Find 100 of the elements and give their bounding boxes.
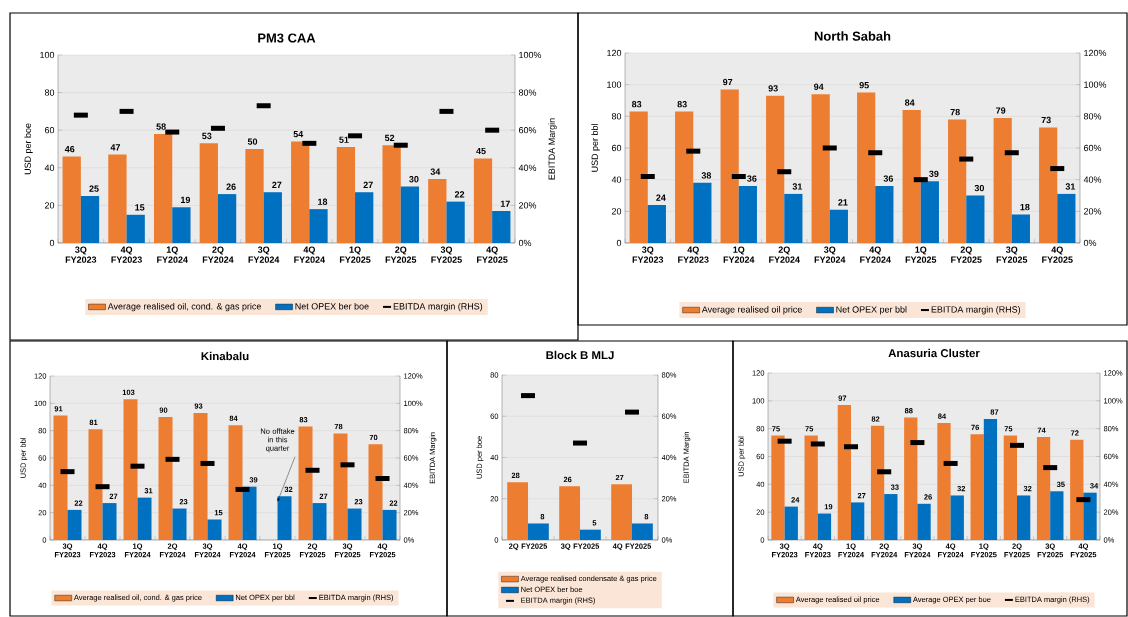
- y2-tick-label: 80%: [1083, 113, 1102, 120]
- data-label: 18: [1020, 203, 1030, 211]
- data-label: 38: [701, 172, 712, 179]
- y-tick-label: 100: [40, 51, 55, 59]
- bar: [217, 194, 237, 243]
- y-axis-title: USD per bbl: [591, 124, 600, 172]
- data-label: 50: [247, 138, 258, 145]
- bar: [67, 509, 82, 540]
- x-tick-label: 4Q FY2024: [294, 246, 326, 263]
- bar: [675, 111, 694, 243]
- bar: [817, 513, 832, 540]
- bar: [309, 209, 328, 243]
- y2-tick-label: 40%: [518, 164, 537, 171]
- y-tick-label: 40: [44, 164, 55, 171]
- x-tick-label: 3Q FY2025: [996, 246, 1028, 263]
- data-label: 26: [226, 183, 236, 190]
- bar: [1083, 492, 1097, 540]
- bar: [62, 156, 81, 243]
- bar: [904, 417, 918, 540]
- y-tick-label: 0: [49, 239, 55, 247]
- y2-tick-label: 20%: [518, 202, 537, 209]
- x-tick-label: 1Q FY2024: [723, 246, 755, 263]
- bar: [993, 117, 1012, 243]
- data-label: 30: [409, 176, 419, 183]
- bar: [811, 94, 830, 243]
- data-label: 31: [792, 183, 803, 190]
- bar: [632, 523, 653, 540]
- bar: [347, 508, 362, 540]
- data-label: 78: [950, 108, 960, 116]
- y-tick-label: 60: [611, 144, 622, 152]
- bar: [528, 523, 549, 540]
- bar: [829, 209, 848, 243]
- y2-tick-label: 0%: [518, 239, 532, 247]
- bar: [492, 211, 511, 243]
- bar: [937, 423, 951, 540]
- bar: [837, 404, 852, 540]
- data-label: 79: [996, 107, 1006, 114]
- y2-tick-label: 60%: [518, 127, 537, 134]
- data-label: 97: [722, 78, 733, 86]
- legend-label: Net OPEX per bbl: [836, 306, 907, 315]
- data-label: 93: [768, 85, 778, 92]
- bar: [428, 179, 447, 243]
- bar: [446, 201, 465, 243]
- x-tick-label: 2Q FY2025: [385, 246, 417, 263]
- data-label: 83: [631, 101, 642, 108]
- chart-title: PM3 CAA: [258, 33, 316, 43]
- data-label: 53: [202, 132, 212, 140]
- bar: [123, 399, 138, 540]
- data-label: 22: [454, 191, 465, 198]
- data-label: 84: [904, 99, 915, 106]
- data-label: 52: [384, 134, 395, 142]
- bar: [611, 484, 633, 540]
- bar: [720, 89, 739, 243]
- chart-title: Kinabalu: [201, 351, 249, 361]
- data-label: 94: [813, 83, 824, 90]
- bar: [355, 192, 374, 243]
- legend-label: Net OPEX ber boe: [295, 302, 369, 310]
- data-label: 17: [500, 200, 510, 207]
- data-label: 47: [110, 144, 121, 151]
- data-label: 18: [318, 198, 328, 205]
- bar: [1070, 439, 1084, 540]
- y-tick-label: 20: [44, 202, 55, 209]
- bar: [948, 119, 967, 243]
- chart-title: Anasuria Cluster: [888, 348, 980, 358]
- data-label: 27: [272, 181, 282, 189]
- bar: [245, 148, 264, 243]
- bar: [333, 433, 348, 540]
- bar: [126, 214, 145, 243]
- bar: [875, 185, 894, 243]
- x-tick-label: 4Q FY2023: [111, 246, 142, 263]
- bar: [766, 95, 785, 243]
- data-label: 25: [89, 185, 99, 192]
- bar: [920, 181, 939, 243]
- y2-tick-label: 20%: [1083, 208, 1102, 215]
- bar: [137, 497, 152, 540]
- bar: [771, 435, 785, 540]
- bar: [784, 506, 798, 540]
- x-tick-label: 3Q FY2025: [431, 246, 462, 263]
- y2-tick-label: 120%: [1084, 49, 1107, 57]
- data-label: 34: [430, 168, 441, 175]
- bar: [507, 482, 529, 540]
- data-label: 19: [180, 196, 191, 204]
- x-tick-label: 2Q FY2024: [769, 246, 800, 263]
- data-label: 31: [1065, 183, 1076, 190]
- x-tick-label: 4Q FY2025: [477, 246, 508, 263]
- data-label: 36: [883, 175, 894, 182]
- bar: [172, 207, 191, 243]
- data-label: 36: [747, 175, 757, 182]
- data-label: 51: [339, 136, 349, 143]
- bar: [382, 145, 401, 243]
- x-tick-label: 4Q FY2023: [678, 246, 709, 263]
- bar: [207, 519, 222, 540]
- x-tick-label: 1Q FY2025: [339, 246, 371, 263]
- bar: [298, 426, 313, 540]
- data-label: 21: [838, 199, 848, 206]
- bar: [804, 435, 818, 540]
- y2-tick-label: 60%: [1083, 144, 1102, 152]
- bar: [336, 147, 356, 243]
- x-tick-label: 3Q FY2023: [65, 246, 97, 263]
- x-tick-label: 3Q FY2023: [632, 246, 664, 263]
